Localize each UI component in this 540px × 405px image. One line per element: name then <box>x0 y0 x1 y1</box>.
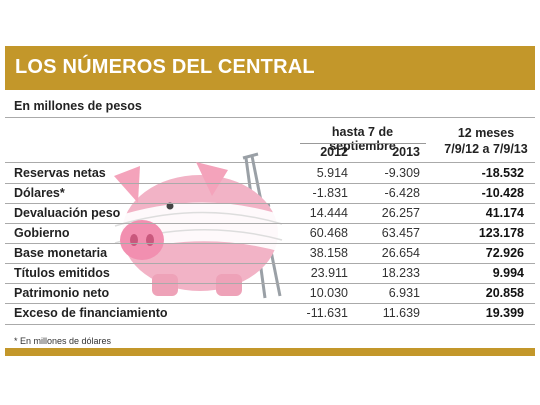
row-divider <box>5 243 535 244</box>
page-title: LOS NÚMEROS DEL CENTRAL <box>15 56 315 79</box>
cell-2012: 23.911 <box>290 266 348 280</box>
cell-12m: 19.399 <box>440 306 524 320</box>
header-12-months-line2: 7/9/12 a 7/9/13 <box>437 141 535 157</box>
cell-12m: -18.532 <box>440 166 524 180</box>
cell-12m: 20.858 <box>440 286 524 300</box>
cell-2012: -11.631 <box>290 306 348 320</box>
cell-2013: 18.233 <box>360 266 420 280</box>
row-label: Títulos emitidos <box>14 266 110 280</box>
row-label: Patrimonio neto <box>14 286 109 300</box>
row-label: Reservas netas <box>14 166 106 180</box>
cell-2013: 11.639 <box>360 306 420 320</box>
header-2012: 2012 <box>300 145 348 159</box>
row-divider <box>5 183 535 184</box>
cell-12m: 41.174 <box>440 206 524 220</box>
cell-2013: 63.457 <box>360 226 420 240</box>
row-divider <box>5 303 535 304</box>
cell-2012: 38.158 <box>290 246 348 260</box>
piggy-bank-illustration <box>100 148 300 308</box>
row-divider <box>5 283 535 284</box>
footnote: * En millones de dólares <box>14 336 111 346</box>
row-label: Gobierno <box>14 226 70 240</box>
row-divider <box>5 203 535 204</box>
cell-2013: 26.257 <box>360 206 420 220</box>
row-label: Base monetaria <box>14 246 107 260</box>
divider <box>5 117 535 118</box>
cell-12m: 9.994 <box>440 266 524 280</box>
header-12-months-line1: 12 meses <box>437 125 535 141</box>
cell-2012: -1.831 <box>290 186 348 200</box>
cell-2013: 6.931 <box>360 286 420 300</box>
header-2013: 2013 <box>375 145 420 159</box>
cell-2013: -6.428 <box>360 186 420 200</box>
header-period-underline <box>300 143 426 144</box>
row-label: Exceso de financiamiento <box>14 306 168 320</box>
row-label: Dólares* <box>14 186 65 200</box>
row-divider <box>5 263 535 264</box>
row-divider <box>5 223 535 224</box>
cell-2013: -9.309 <box>360 166 420 180</box>
cell-12m: 72.926 <box>440 246 524 260</box>
bottom-bar <box>5 348 535 356</box>
cell-2012: 60.468 <box>290 226 348 240</box>
table-bottom-divider <box>5 324 535 325</box>
cell-12m: 123.178 <box>440 226 524 240</box>
cell-2012: 14.444 <box>290 206 348 220</box>
cell-2012: 5.914 <box>290 166 348 180</box>
cell-2012: 10.030 <box>290 286 348 300</box>
header-12-months: 12 meses 7/9/12 a 7/9/13 <box>437 125 535 157</box>
title-banner: LOS NÚMEROS DEL CENTRAL <box>5 46 535 90</box>
cell-12m: -10.428 <box>440 186 524 200</box>
cell-2013: 26.654 <box>360 246 420 260</box>
units-subtitle: En millones de pesos <box>14 99 142 113</box>
row-label: Devaluación peso <box>14 206 120 220</box>
